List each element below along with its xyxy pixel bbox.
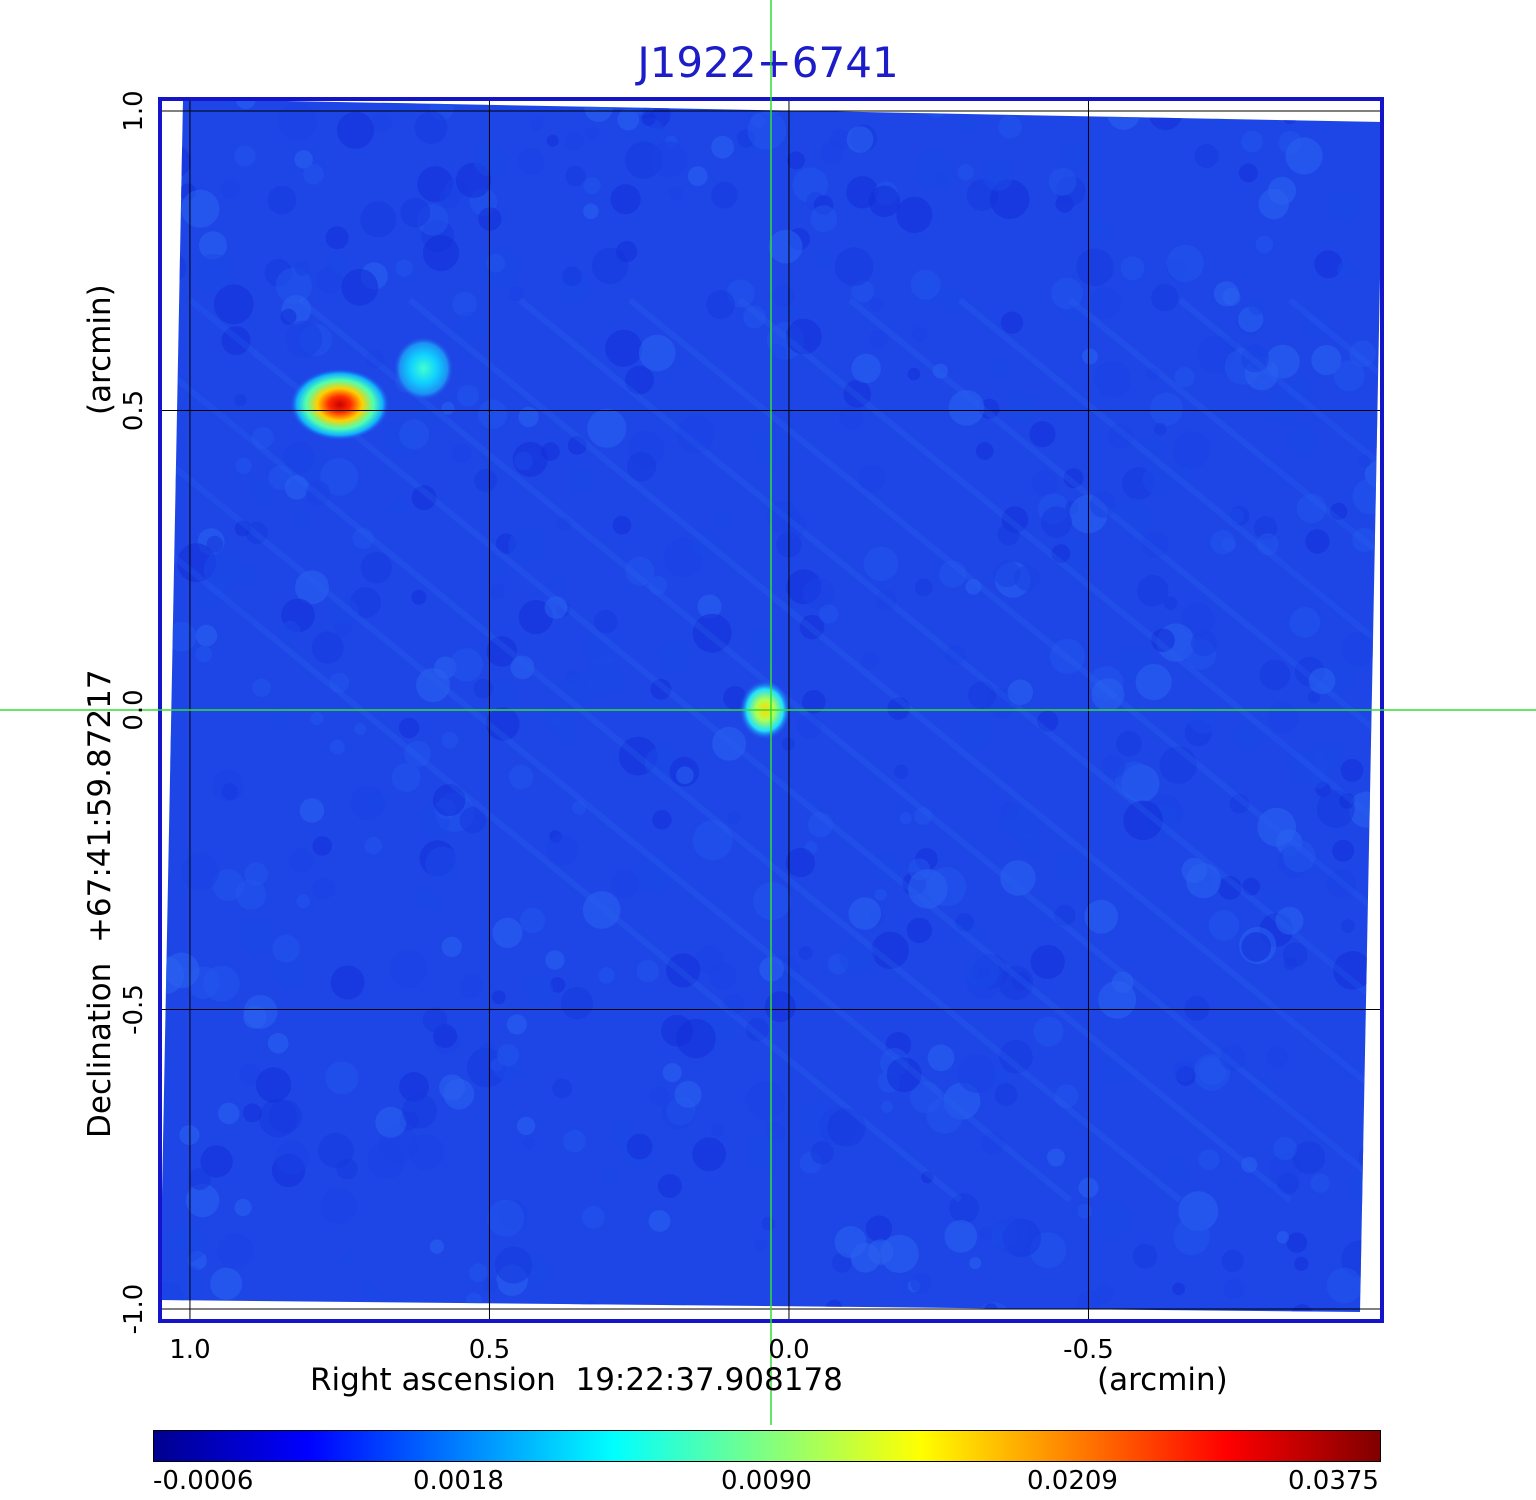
x-tick-label-1: 0.5 xyxy=(469,1335,510,1365)
y-axis-title: Declination +67:41:59.87217 xyxy=(82,669,118,1138)
source-2 xyxy=(393,336,454,401)
y-tick-label-4: -1.0 xyxy=(119,1284,149,1335)
colorbar-label-0: -0.0006 xyxy=(153,1466,254,1496)
source-1 xyxy=(289,368,390,441)
y-tick-label-0: 1.0 xyxy=(119,90,149,131)
y-tick-label-3: -0.5 xyxy=(119,984,149,1035)
x-tick-label-2: 0.0 xyxy=(768,1335,809,1365)
colorbar-label-3: 0.0209 xyxy=(1027,1466,1118,1496)
x-tick-label-0: 1.0 xyxy=(169,1335,210,1365)
colorbar xyxy=(153,1430,1381,1462)
plot-svg: 1.0 0.5 0.0 -0.5 1.0 0.5 0.0 -0.5 -1.0 Right asc… xyxy=(0,0,1536,1425)
y-axis-unit: (arcmin) xyxy=(82,284,118,415)
x-axis-unit: (arcmin) xyxy=(1097,1362,1228,1398)
colorbar-label-2: 0.0090 xyxy=(721,1466,812,1496)
y-tick-label-2: 0.0 xyxy=(119,689,149,730)
x-tick-label-3: -0.5 xyxy=(1063,1335,1114,1365)
tick-labels: 1.0 0.5 0.0 -0.5 1.0 0.5 0.0 -0.5 -1.0 xyxy=(119,90,1114,1365)
y-tick-label-1: 0.5 xyxy=(119,390,149,431)
colorbar-label-4: 0.0375 xyxy=(1288,1466,1379,1496)
chart-title: J1922+6741 xyxy=(637,38,899,87)
x-axis-title: Right ascension 19:22:37.908178 xyxy=(310,1362,843,1398)
colorbar-label-1: 0.0018 xyxy=(413,1466,504,1496)
crosshair xyxy=(0,0,1536,1425)
